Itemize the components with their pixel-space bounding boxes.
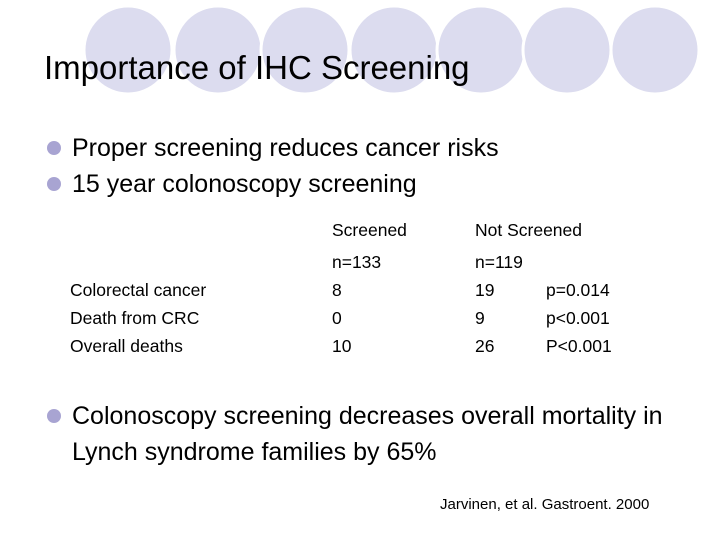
bullet-list-bottom: Colonoscopy screening decreases overall … <box>44 398 684 470</box>
bullet-text: 15 year colonoscopy screening <box>72 170 417 198</box>
not-screened-value: 26 <box>475 336 495 356</box>
screened-value: 0 <box>332 308 342 328</box>
bullet-dot-icon <box>47 177 61 191</box>
column-header-not-screened: Not Screened <box>475 220 583 240</box>
n-not-screened: n=119 <box>475 252 523 272</box>
bullet-item: Proper screening reduces cancer risks <box>44 130 684 166</box>
decorative-circle <box>521 4 613 96</box>
bullet-dot-icon <box>47 141 61 155</box>
bullet-item: Colonoscopy screening decreases overall … <box>44 398 684 470</box>
bullet-item: 15 year colonoscopy screening <box>44 166 684 202</box>
citation: Jarvinen, et al. Gastroent. 2000 <box>440 496 650 513</box>
bullet-list: Proper screening reduces cancer risks 15… <box>44 130 684 202</box>
decorative-circles <box>82 4 701 96</box>
p-value: p=0.014 <box>546 280 610 300</box>
screened-value: 8 <box>332 280 342 300</box>
bullet-text: Colonoscopy screening decreases overall … <box>72 402 663 466</box>
p-value: P<0.001 <box>546 336 612 356</box>
decorative-circle <box>609 4 701 96</box>
column-header-screened: Screened <box>332 220 407 240</box>
row-label: Colorectal cancer <box>70 280 207 300</box>
row-label: Death from CRC <box>70 308 200 328</box>
n-screened: n=133 <box>332 252 382 272</box>
row-label: Overall deaths <box>70 336 183 356</box>
not-screened-value: 9 <box>475 308 485 328</box>
p-value: p<0.001 <box>546 308 610 328</box>
bullet-dot-icon <box>47 409 61 423</box>
bullet-text: Proper screening reduces cancer risks <box>72 134 499 162</box>
screened-value: 10 <box>332 336 352 356</box>
decorative-circle <box>82 4 174 96</box>
slide-title: Importance of IHC Screening <box>44 49 470 86</box>
not-screened-value: 19 <box>475 280 495 300</box>
